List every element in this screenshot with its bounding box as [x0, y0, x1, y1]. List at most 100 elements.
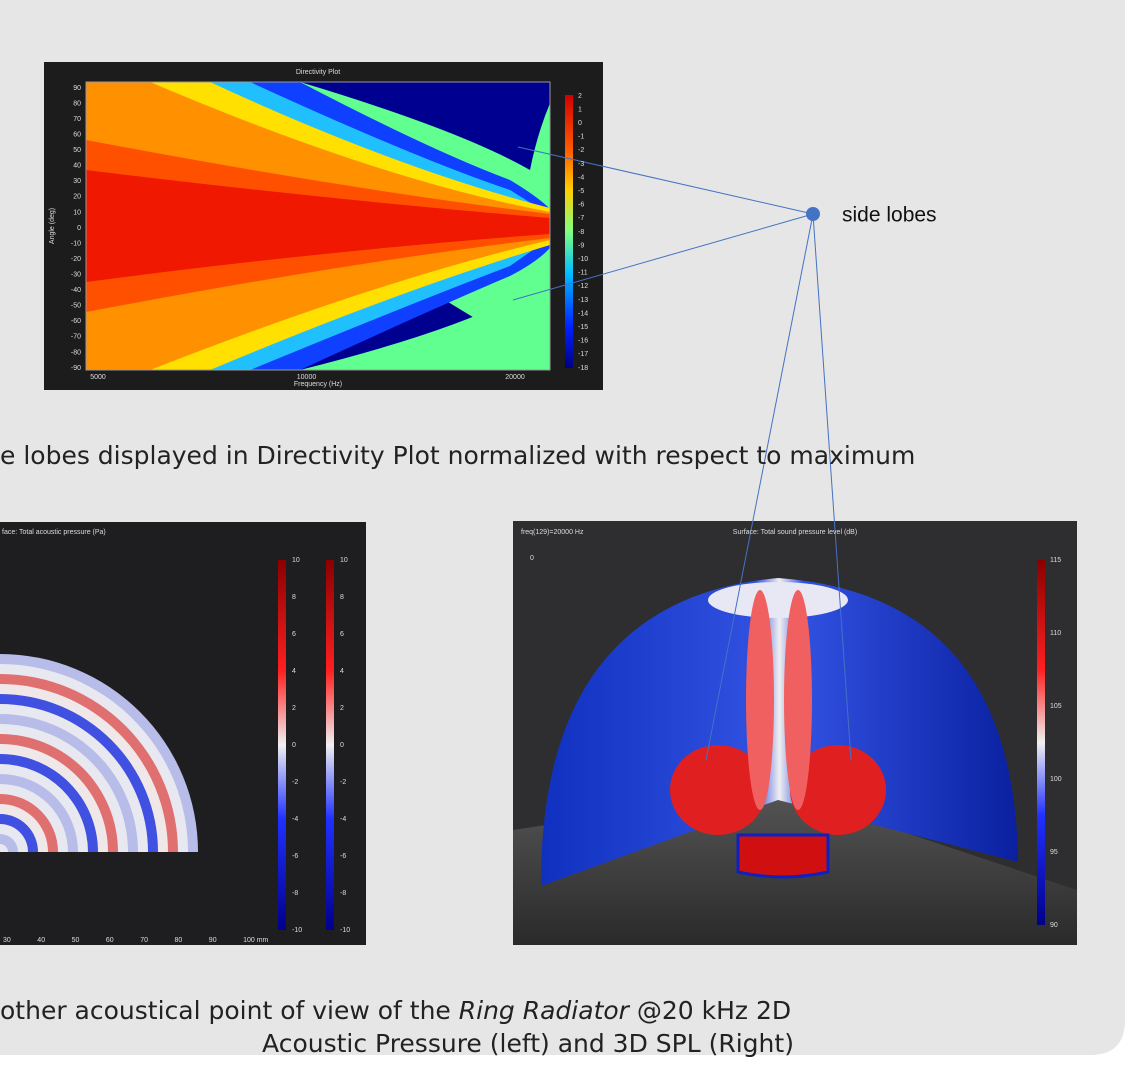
- y-tick-label: 40: [73, 163, 81, 170]
- colorbar-label: -6: [340, 853, 346, 860]
- colorbar-label: -15: [578, 324, 588, 331]
- lobe: [784, 590, 812, 810]
- y-tick-label: -60: [71, 318, 81, 325]
- plot-title: Surface: Total sound pressure level (dB): [733, 529, 857, 536]
- y-tick-label: 0: [77, 225, 81, 232]
- colorbar-label: -3: [578, 161, 584, 168]
- caption: other acoustical point of view of the Ri…: [0, 996, 791, 1025]
- x-tick-label: 5000: [90, 374, 106, 381]
- colorbar-label: -7: [578, 215, 584, 222]
- colorbar-label: 95: [1050, 849, 1058, 856]
- colorbar-label: -16: [578, 338, 588, 345]
- caption: e lobes displayed in Directivity Plot no…: [0, 441, 915, 470]
- colorbar-label: 4: [340, 668, 344, 675]
- frequency-label: freq(129)=20000 Hz: [521, 529, 584, 536]
- colorbar-label: -18: [578, 365, 588, 372]
- x-tick-label: 20000: [505, 374, 525, 381]
- colorbar: [278, 560, 286, 930]
- colorbar-label: 4: [292, 668, 296, 675]
- colorbar-label: -8: [292, 890, 298, 897]
- colorbar-label: 2: [340, 705, 344, 712]
- colorbar-label: 1: [578, 106, 582, 113]
- colorbar-label: -10: [578, 256, 588, 263]
- colorbar-label: 100: [1050, 776, 1062, 783]
- plot-title: Directivity Plot: [296, 69, 340, 76]
- colorbar-label: -17: [578, 351, 588, 358]
- colorbar-label: -6: [578, 202, 584, 209]
- lobe: [746, 590, 774, 810]
- colorbar-label: -2: [340, 779, 346, 786]
- y-tick-label: -70: [71, 334, 81, 341]
- colorbar-label: -10: [292, 927, 302, 934]
- caption-part: Ring Radiator: [459, 996, 631, 1025]
- y-tick-label: 10: [73, 209, 81, 216]
- colorbar-label: -12: [578, 283, 588, 290]
- y-tick-label: -40: [71, 287, 81, 294]
- colorbar-label: -5: [578, 188, 584, 195]
- colorbar-label: 6: [292, 631, 296, 638]
- x-tick-label: 40: [37, 937, 45, 944]
- x-tick-label: 10000: [297, 374, 317, 381]
- colorbar-label: 110: [1050, 630, 1061, 637]
- colorbar-label: -2: [578, 147, 584, 154]
- x-tick-label: 30: [3, 937, 11, 944]
- x-tick-label: 70: [140, 937, 148, 944]
- colorbar-label: 0: [340, 742, 344, 749]
- colorbar-label: -6: [292, 853, 298, 860]
- y-tick-label: -90: [71, 365, 81, 372]
- colorbar-label: -8: [340, 890, 346, 897]
- x-tick-label: 60: [106, 937, 114, 944]
- colorbar-label: 10: [340, 557, 348, 564]
- axis-label: 0: [530, 555, 534, 562]
- colorbar-label: 2: [292, 705, 296, 712]
- colorbar: [326, 560, 334, 930]
- colorbar-label: -11: [578, 270, 588, 277]
- colorbar-label: 6: [340, 631, 344, 638]
- colorbar-label: 8: [340, 594, 344, 601]
- colorbar-label: 105: [1050, 703, 1062, 710]
- y-tick-label: 60: [73, 132, 81, 139]
- colorbar-label: 0: [292, 742, 296, 749]
- y-tick-label: 80: [73, 100, 81, 107]
- y-tick-label: 50: [73, 147, 81, 154]
- y-tick-label: 70: [73, 116, 81, 123]
- caption-part: @20 kHz 2D: [629, 996, 791, 1025]
- colorbar-label: 0: [578, 120, 582, 127]
- colorbar-label: 2: [578, 93, 582, 100]
- x-tick-label: 50: [72, 937, 80, 944]
- y-tick-label: -10: [71, 240, 81, 247]
- x-tick-label: 80: [175, 937, 183, 944]
- colorbar-label: -4: [292, 816, 298, 823]
- colorbar-label: -4: [578, 174, 584, 181]
- colorbar-label: -2: [292, 779, 298, 786]
- plot-title: face: Total acoustic pressure (Pa): [2, 529, 106, 536]
- colorbar-label: -8: [578, 229, 584, 236]
- colorbar-label: 115: [1050, 557, 1061, 564]
- annotation-label: side lobes: [842, 204, 937, 227]
- colorbar-label: 90: [1050, 922, 1058, 929]
- y-tick-label: 90: [73, 85, 81, 92]
- colorbar-label: -10: [340, 927, 350, 934]
- colorbar: [1037, 560, 1045, 925]
- dome-top: [708, 582, 848, 618]
- y-tick-label: -30: [71, 272, 81, 279]
- colorbar-label: -1: [578, 134, 584, 141]
- colorbar-label: -13: [578, 297, 588, 304]
- colorbar-label: 10: [292, 557, 300, 564]
- y-axis-label: Angle (deg): [49, 208, 56, 244]
- x-tick-label: 90: [209, 937, 217, 944]
- caption: Acoustic Pressure (left) and 3D SPL (Rig…: [262, 1029, 794, 1058]
- annotation-dot: [806, 207, 820, 221]
- colorbar-label: -4: [340, 816, 346, 823]
- x-tick-label: 100 mm: [243, 937, 268, 944]
- y-tick-label: -20: [71, 256, 81, 263]
- x-axis-label: Frequency (Hz): [294, 381, 342, 388]
- colorbar-label: -9: [578, 242, 584, 249]
- radiator-base: [738, 835, 828, 877]
- slide: side lobes e lobes displayed in Directiv…: [0, 0, 1133, 1064]
- y-tick-label: -80: [71, 349, 81, 356]
- colorbar-label: 8: [292, 594, 296, 601]
- y-tick-label: 20: [73, 194, 81, 201]
- y-tick-label: -50: [71, 303, 81, 310]
- caption-part: other acoustical point of view of the: [0, 996, 459, 1025]
